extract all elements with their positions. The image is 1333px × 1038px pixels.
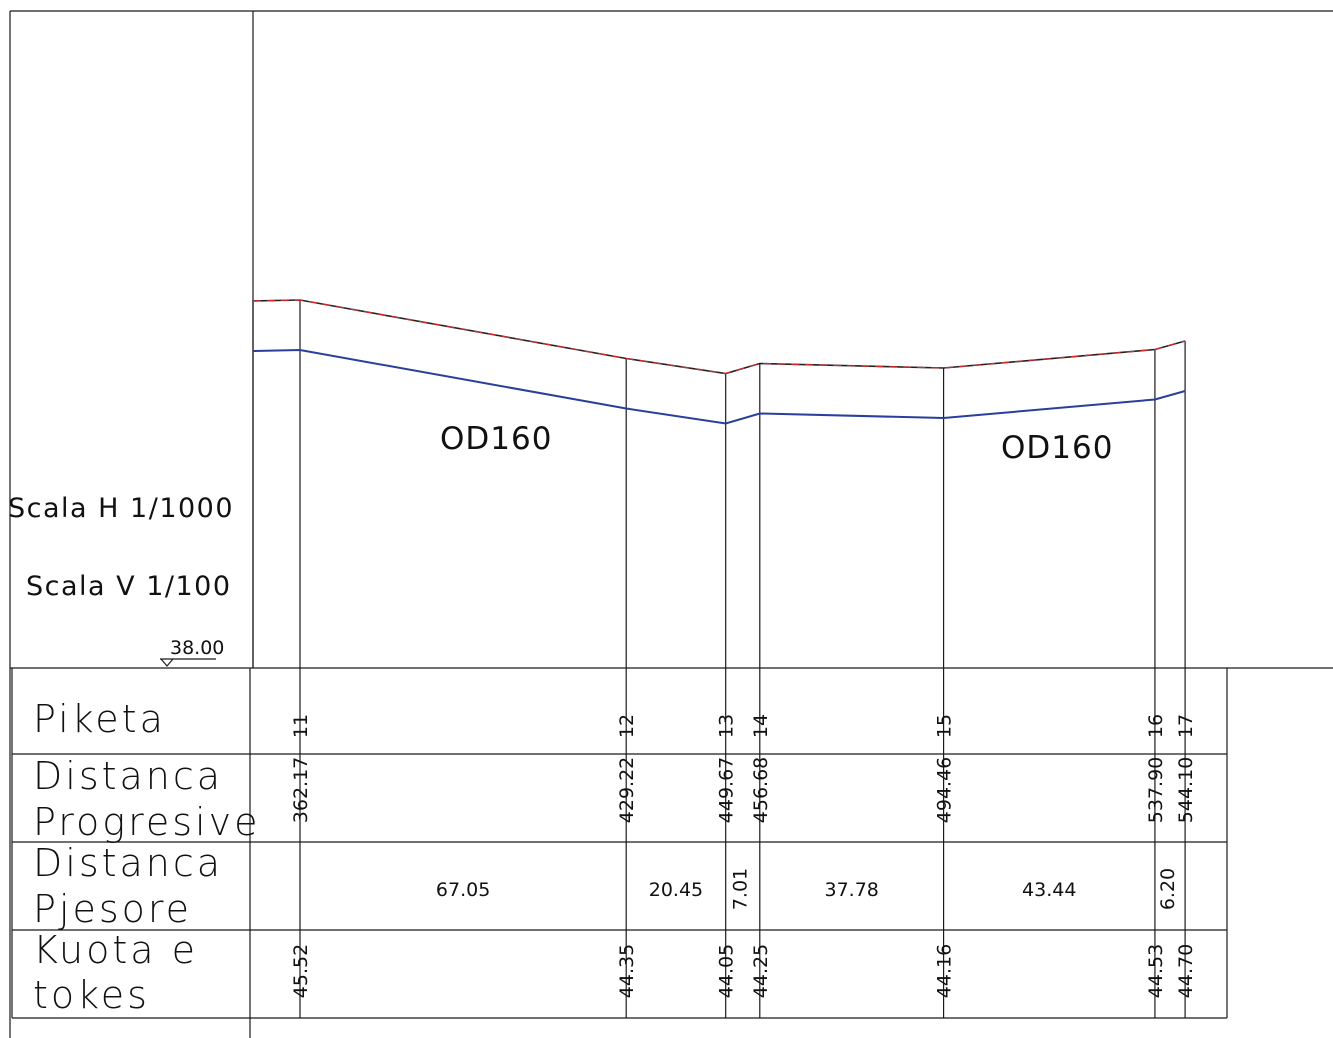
ground-profile-line	[252, 299, 1186, 375]
piketa-value: 16	[1145, 714, 1167, 738]
station-verticals	[252, 300, 1186, 668]
progressive-distance-value: 537.90	[1145, 757, 1167, 823]
progressive-distance-value: 544.10	[1175, 757, 1197, 823]
pipe-profile-line	[252, 348, 1186, 425]
row-label-kuota-line1: Kuota e	[33, 928, 198, 972]
row-label-pjesore-line2: Pjesore	[33, 887, 192, 931]
pipe-label-2: OD160	[1001, 430, 1113, 466]
partial-distance-value: 37.78	[824, 879, 878, 901]
datum-elevation-label: 38.00	[170, 637, 224, 659]
piketa-value: 13	[716, 714, 738, 738]
ground-elevation-value: 44.05	[716, 944, 738, 998]
horizontal-scale-label: Scala H 1/1000	[8, 493, 234, 524]
row-label-progresive-line1: Distanca	[33, 754, 223, 798]
piketa-value: 11	[290, 714, 312, 738]
row-label-kuota-line2: tokes	[33, 973, 150, 1017]
ground-elevation-value: 44.25	[750, 944, 772, 998]
piketa-value: 12	[616, 714, 638, 738]
data-table	[11, 668, 1228, 1038]
pipe-label-1: OD160	[440, 421, 552, 457]
ground-elevation-value: 44.35	[616, 944, 638, 998]
datum-marker: 38.00	[160, 637, 224, 667]
ground-elevation-value: 44.53	[1145, 944, 1167, 998]
partial-distance-value: 7.01	[730, 868, 752, 910]
ground-elevation-value: 45.52	[290, 944, 312, 998]
piketa-value: 14	[750, 714, 772, 738]
ground-elevation-value: 44.70	[1175, 944, 1197, 998]
piketa-value: 15	[934, 714, 956, 738]
row-label-piketa: Piketa	[33, 697, 166, 741]
ground-profile-dash	[252, 299, 1186, 375]
progressive-distance-value: 362.17	[290, 757, 312, 823]
progressive-distance-value: 494.46	[934, 757, 956, 823]
row-label-pjesore-line1: Distanca	[33, 841, 223, 885]
progressive-distance-value: 456.68	[750, 757, 772, 823]
partial-distance-value: 6.20	[1157, 868, 1179, 910]
piketa-value: 17	[1175, 714, 1197, 738]
progressive-distance-value: 449.67	[716, 757, 738, 823]
partial-distance-value: 20.45	[649, 879, 703, 901]
partial-distance-value: 67.05	[436, 879, 490, 901]
table-values: 11 362.17 45.52 12 429.22 44.35 13 449.67 44.05 1…	[290, 668, 1197, 1018]
row-label-progresive-line2: Progresive	[33, 800, 260, 844]
progressive-distance-value: 429.22	[616, 757, 638, 823]
ground-elevation-value: 44.16	[934, 944, 956, 998]
vertical-scale-label: Scala V 1/100	[26, 571, 232, 602]
partial-distance-value: 43.44	[1022, 879, 1076, 901]
